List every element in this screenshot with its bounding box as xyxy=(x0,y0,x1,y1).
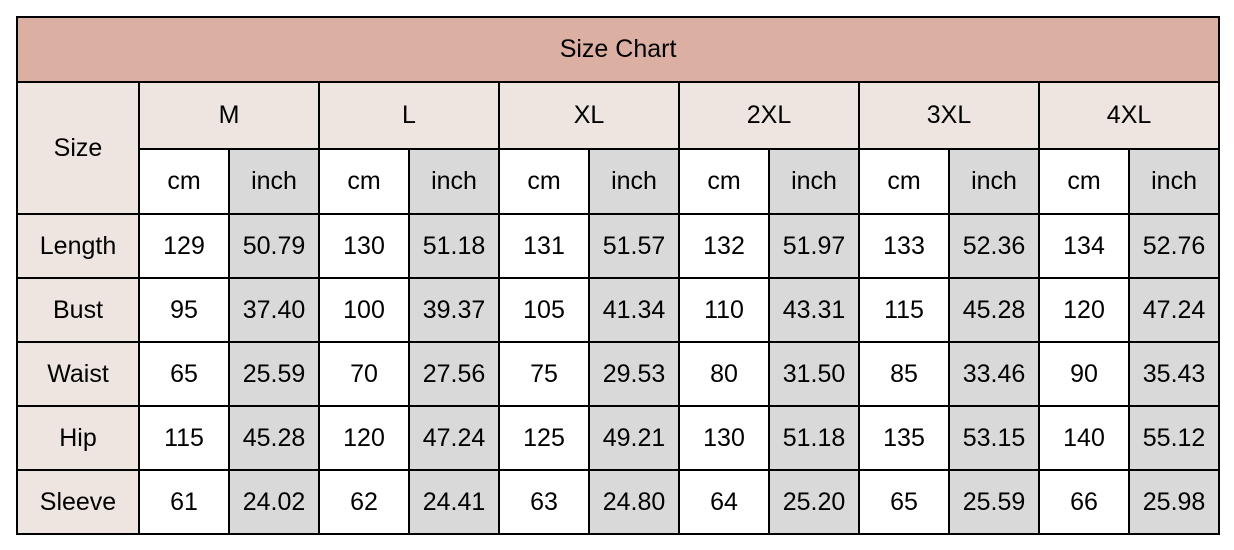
row-label-bust: Bust xyxy=(16,277,140,343)
cell-inch: 45.28 xyxy=(228,405,320,471)
cell-inch: 52.76 xyxy=(1127,213,1221,279)
table-title: Size Chart xyxy=(15,16,1221,83)
size-m-header: M xyxy=(138,81,320,150)
cell-inch: 41.34 xyxy=(588,277,680,343)
cell-cm: 133 xyxy=(858,213,950,279)
table-row: Sleeve 61 24.02 62 24.41 63 24.80 64 25.20 65 25.5… xyxy=(16,469,1221,535)
cell-cm: 131 xyxy=(498,213,590,279)
cell-inch: 49.21 xyxy=(588,405,680,471)
cell-cm: 129 xyxy=(138,213,230,279)
cell-inch: 47.24 xyxy=(408,405,500,471)
cell-cm: 90 xyxy=(1038,341,1130,407)
title-row: Size Chart xyxy=(15,16,1221,83)
cell-cm: 110 xyxy=(678,277,770,343)
size-xl-header: XL xyxy=(498,81,680,150)
cell-cm: 125 xyxy=(498,405,590,471)
cell-inch: 24.41 xyxy=(408,469,500,535)
table-row: Length 129 50.79 130 51.18 131 51.57 132 51.97 13… xyxy=(16,213,1221,279)
unit-cm-header: cm xyxy=(1038,148,1130,215)
cell-inch: 24.02 xyxy=(228,469,320,535)
unit-cm-header: cm xyxy=(678,148,770,215)
size-4xl-header: 4XL xyxy=(1037,81,1221,150)
cell-cm: 95 xyxy=(138,277,230,343)
cell-inch: 35.43 xyxy=(1127,341,1221,407)
cell-cm: 115 xyxy=(138,405,230,471)
cell-inch: 25.59 xyxy=(228,341,320,407)
table-row: Hip 115 45.28 120 47.24 125 49.21 130 51.18 135 53… xyxy=(16,405,1221,471)
table-row: Waist 65 25.59 70 27.56 75 29.53 80 31.50 85 33.46… xyxy=(16,341,1221,407)
unit-cm-header: cm xyxy=(318,148,410,215)
cell-cm: 135 xyxy=(858,405,950,471)
cell-cm: 64 xyxy=(678,469,770,535)
unit-inch-header: inch xyxy=(768,148,860,215)
cell-inch: 45.28 xyxy=(948,277,1040,343)
cell-inch: 50.79 xyxy=(228,213,320,279)
cell-cm: 75 xyxy=(498,341,590,407)
row-label-waist: Waist xyxy=(16,341,140,407)
unit-inch-header: inch xyxy=(1127,148,1221,215)
cell-inch: 51.97 xyxy=(768,213,860,279)
cell-cm: 100 xyxy=(318,277,410,343)
unit-cm-header: cm xyxy=(498,148,590,215)
cell-inch: 55.12 xyxy=(1127,405,1221,471)
cell-inch: 51.57 xyxy=(588,213,680,279)
unit-cm-header: cm xyxy=(138,148,230,215)
unit-inch-header: inch xyxy=(408,148,500,215)
unit-inch-header: inch xyxy=(948,148,1040,215)
cell-cm: 61 xyxy=(138,469,230,535)
unit-inch-header: inch xyxy=(228,148,320,215)
cell-cm: 62 xyxy=(318,469,410,535)
table-row: Bust 95 37.40 100 39.37 105 41.34 110 43.31 115 45… xyxy=(16,277,1221,343)
cell-cm: 63 xyxy=(498,469,590,535)
cell-cm: 70 xyxy=(318,341,410,407)
cell-inch: 51.18 xyxy=(408,213,500,279)
cell-inch: 24.80 xyxy=(588,469,680,535)
row-label-hip: Hip xyxy=(16,405,140,471)
size-header-row: Size M L XL 2XL 3XL 4XL xyxy=(16,81,1221,215)
cell-inch: 31.50 xyxy=(768,341,860,407)
cell-inch: 27.56 xyxy=(408,341,500,407)
cell-cm: 85 xyxy=(858,341,950,407)
cell-inch: 53.15 xyxy=(948,405,1040,471)
cell-cm: 115 xyxy=(858,277,950,343)
unit-inch-header: inch xyxy=(588,148,680,215)
cell-cm: 130 xyxy=(318,213,410,279)
cell-cm: 66 xyxy=(1038,469,1130,535)
cell-cm: 140 xyxy=(1038,405,1130,471)
unit-cm-header: cm xyxy=(858,148,950,215)
cell-cm: 130 xyxy=(678,405,770,471)
cell-inch: 47.24 xyxy=(1127,277,1221,343)
size-3xl-header: 3XL xyxy=(858,81,1040,150)
cell-cm: 65 xyxy=(138,341,230,407)
cell-inch: 37.40 xyxy=(228,277,320,343)
size-2xl-header: 2XL xyxy=(678,81,860,150)
cell-inch: 29.53 xyxy=(588,341,680,407)
cell-inch: 25.59 xyxy=(948,469,1040,535)
cell-inch: 52.36 xyxy=(948,213,1040,279)
cell-inch: 43.31 xyxy=(768,277,860,343)
cell-cm: 132 xyxy=(678,213,770,279)
unit-header-row: cm inch cm inch cm inch cm inch cm inch cm inch xyxy=(17,148,1221,215)
cell-cm: 65 xyxy=(858,469,950,535)
cell-cm: 80 xyxy=(678,341,770,407)
cell-cm: 120 xyxy=(1038,277,1130,343)
row-label-sleeve: Sleeve xyxy=(16,469,140,535)
cell-inch: 39.37 xyxy=(408,277,500,343)
size-l-header: L xyxy=(318,81,500,150)
cell-inch: 51.18 xyxy=(768,405,860,471)
cell-cm: 120 xyxy=(318,405,410,471)
size-chart-table: Size Chart Size M L XL 2XL 3XL 4XL cm inch cm in… xyxy=(15,16,1221,535)
row-label-length: Length xyxy=(16,213,140,279)
cell-cm: 134 xyxy=(1038,213,1130,279)
cell-inch: 25.20 xyxy=(768,469,860,535)
cell-cm: 105 xyxy=(498,277,590,343)
size-header: Size xyxy=(16,81,140,215)
cell-inch: 33.46 xyxy=(948,341,1040,407)
cell-inch: 25.98 xyxy=(1127,469,1221,535)
